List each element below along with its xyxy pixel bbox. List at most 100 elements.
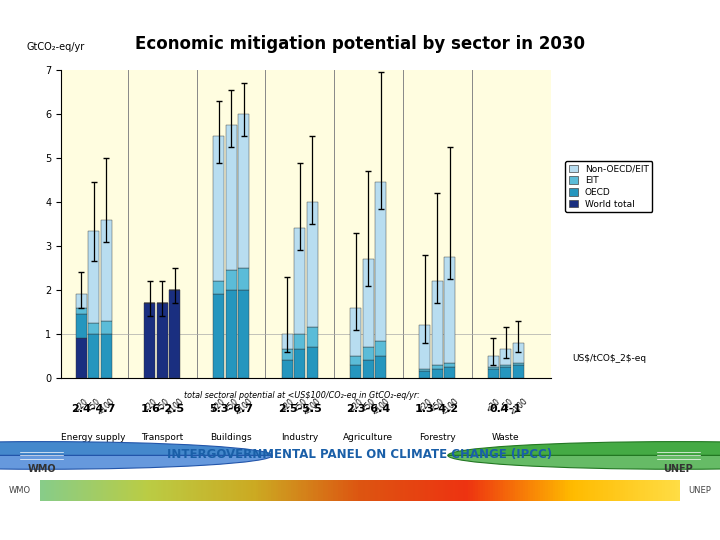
Bar xyxy=(294,334,305,349)
Text: Forestry: Forestry xyxy=(419,434,456,442)
Text: <50: <50 xyxy=(291,396,309,414)
Text: <20: <20 xyxy=(141,396,158,414)
Bar xyxy=(500,349,511,365)
Text: <20: <20 xyxy=(416,396,433,414)
Bar xyxy=(375,356,387,378)
Bar xyxy=(282,360,293,378)
Bar xyxy=(213,281,224,294)
Text: <100: <100 xyxy=(508,396,529,417)
Text: Source: IPCC 4AR: Source: IPCC 4AR xyxy=(11,515,132,528)
Bar xyxy=(419,369,431,372)
Bar xyxy=(101,334,112,378)
Text: Economic mitigation potential by sector in 2030: Economic mitigation potential by sector … xyxy=(135,35,585,53)
Text: 2.3-6.4: 2.3-6.4 xyxy=(346,404,391,414)
Text: 2.5-5.5: 2.5-5.5 xyxy=(278,404,322,414)
Bar xyxy=(101,321,112,334)
Bar xyxy=(680,477,720,503)
Bar xyxy=(282,334,293,349)
Bar xyxy=(169,290,180,378)
Bar xyxy=(88,334,99,378)
Text: <100: <100 xyxy=(371,396,392,417)
Wedge shape xyxy=(0,442,272,455)
Bar xyxy=(432,281,443,365)
Text: <20: <20 xyxy=(485,396,503,414)
Text: <100: <100 xyxy=(164,396,185,417)
Text: <20: <20 xyxy=(347,396,365,414)
Bar xyxy=(444,363,455,367)
Bar xyxy=(351,365,361,378)
Text: Agriculture: Agriculture xyxy=(343,434,394,442)
Bar xyxy=(213,294,224,378)
Text: <50: <50 xyxy=(222,396,240,414)
Text: Waste: Waste xyxy=(492,434,520,442)
Text: Industry: Industry xyxy=(281,434,318,442)
Bar xyxy=(225,290,237,378)
Bar xyxy=(419,325,431,369)
Text: 2.4-4.7: 2.4-4.7 xyxy=(71,404,116,414)
Bar xyxy=(101,220,112,321)
Text: <100: <100 xyxy=(96,396,117,417)
Bar xyxy=(351,356,361,365)
Bar xyxy=(282,349,293,360)
Bar xyxy=(307,202,318,327)
Text: 1.3-4.2: 1.3-4.2 xyxy=(415,404,459,414)
Bar xyxy=(488,369,499,378)
Text: 1.6-2.5: 1.6-2.5 xyxy=(140,404,184,414)
Bar xyxy=(76,314,86,339)
Bar xyxy=(513,365,524,378)
Bar xyxy=(500,365,511,367)
Text: <50: <50 xyxy=(359,396,377,414)
Bar xyxy=(294,228,305,334)
Bar xyxy=(157,303,168,378)
Text: INTERGOVERNMENTAL PANEL ON CLIMATE CHANGE (IPCC): INTERGOVERNMENTAL PANEL ON CLIMATE CHANG… xyxy=(168,448,552,461)
Legend: Non-OECD/EIT, EIT, OECD, World total: Non-OECD/EIT, EIT, OECD, World total xyxy=(565,161,652,212)
Bar xyxy=(363,259,374,347)
Bar xyxy=(76,339,86,378)
Text: <100: <100 xyxy=(439,396,460,417)
Text: UNEP: UNEP xyxy=(688,486,711,495)
Bar xyxy=(76,308,86,314)
Text: <50: <50 xyxy=(85,396,102,414)
Bar xyxy=(307,347,318,378)
Bar xyxy=(225,125,237,271)
Text: <20: <20 xyxy=(210,396,228,414)
Text: <20: <20 xyxy=(72,396,90,414)
Text: Energy supply: Energy supply xyxy=(61,434,126,442)
Bar xyxy=(238,268,249,290)
Bar xyxy=(88,231,99,323)
Bar xyxy=(76,294,86,308)
Bar xyxy=(213,136,224,281)
Text: <20: <20 xyxy=(279,396,296,414)
Wedge shape xyxy=(448,455,720,469)
Bar xyxy=(375,341,387,356)
Bar xyxy=(294,349,305,378)
Text: Buildings: Buildings xyxy=(210,434,252,442)
Text: <50: <50 xyxy=(497,396,515,414)
Bar xyxy=(513,343,524,363)
Bar xyxy=(225,271,237,290)
Text: Transport: Transport xyxy=(141,434,184,442)
Bar xyxy=(351,308,361,356)
Wedge shape xyxy=(448,442,720,455)
Bar xyxy=(375,183,387,341)
Bar xyxy=(88,323,99,334)
Bar xyxy=(144,303,156,378)
Bar xyxy=(432,369,443,378)
Text: total sectoral potential at <US$100/CO₂-eq in GtCO₂-eq/yr:: total sectoral potential at <US$100/CO₂-… xyxy=(184,392,420,401)
Bar xyxy=(363,360,374,378)
Bar xyxy=(307,327,318,347)
Text: GtCO₂-eq/yr: GtCO₂-eq/yr xyxy=(27,42,85,52)
Bar xyxy=(513,363,524,365)
Bar xyxy=(488,367,499,369)
Wedge shape xyxy=(0,455,272,469)
Text: 5.3-6.7: 5.3-6.7 xyxy=(209,404,253,414)
Bar xyxy=(419,372,431,378)
Bar xyxy=(363,347,374,360)
Bar xyxy=(238,290,249,378)
Text: US$/tCO$_2$-eq: US$/tCO$_2$-eq xyxy=(572,354,647,363)
Text: <50: <50 xyxy=(428,396,446,414)
Bar xyxy=(0,477,40,503)
Bar xyxy=(500,367,511,378)
Bar xyxy=(432,365,443,369)
Text: <50: <50 xyxy=(153,396,171,414)
